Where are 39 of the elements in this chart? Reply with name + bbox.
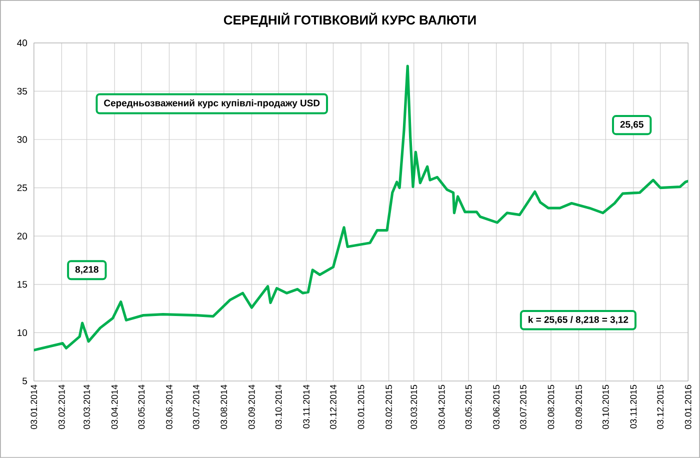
x-tick-label: 03.09.2014 xyxy=(248,384,255,430)
x-tick-label: 03.05.2014 xyxy=(138,384,145,430)
x-tick-label: 03.06.2015 xyxy=(493,384,500,430)
x-tick-label: 03.01.2015 xyxy=(358,384,364,430)
x-tick-label: 03.04.2014 xyxy=(111,384,118,430)
x-tick-label: 03.09.2015 xyxy=(576,384,582,430)
x-tick-label: 03.01.2016 xyxy=(684,384,692,430)
x-tick-label: 03.10.2015 xyxy=(602,384,609,430)
annotation: k = 25,65 / 8,218 = 3,12 xyxy=(528,316,628,324)
annotation: Середньозважений курс купівлі-продажу USD xyxy=(104,99,320,108)
x-tick-label: 03.05.2015 xyxy=(465,384,472,430)
x-tick-label: 03.04.2015 xyxy=(438,384,445,430)
y-tick-label: 20 xyxy=(17,232,28,240)
y-tick-label: 40 xyxy=(17,40,28,46)
x-tick-label: 03.03.2014 xyxy=(84,384,90,430)
x-tick-label: 03.03.2015 xyxy=(410,384,418,430)
y-tick-label: 25 xyxy=(17,184,27,192)
chart-title: СЕРЕДНІЙ ГОТІВКОВИЙ КУРС ВАЛЮТИ xyxy=(224,12,476,28)
x-tick-label: 03.12.2015 xyxy=(657,384,664,430)
x-tick-label: 03.08.2015 xyxy=(548,384,554,430)
x-tick-label: 03.07.2015 xyxy=(520,384,526,430)
y-tick-label: 10 xyxy=(18,329,28,336)
x-tick-label: 03.06.2014 xyxy=(166,384,172,430)
x-tick-label: 03.10.2014 xyxy=(275,384,282,430)
y-tick-label: 5 xyxy=(22,378,28,384)
annotation: 8,218 xyxy=(75,266,98,274)
x-tick-label: 03.12.2014 xyxy=(330,384,336,430)
x-tick-label: 03.01.2014 xyxy=(30,384,38,430)
annotation: 25,65 xyxy=(620,121,644,130)
x-tick-label: 03.11.2015 xyxy=(630,384,637,428)
y-tick-label: 15 xyxy=(18,281,27,288)
x-tick-label: 03.02.2015 xyxy=(386,384,392,430)
y-tick-label: 35 xyxy=(17,88,27,95)
line-series xyxy=(34,64,688,352)
x-tick-label: 03.08.2014 xyxy=(220,384,228,430)
x-tick-label: 03.02.2014 xyxy=(58,384,65,430)
x-tick-label: 03.11.2014 xyxy=(303,384,310,428)
x-tick-label: 03.07.2014 xyxy=(192,384,200,430)
y-tick-label: 30 xyxy=(17,136,28,143)
